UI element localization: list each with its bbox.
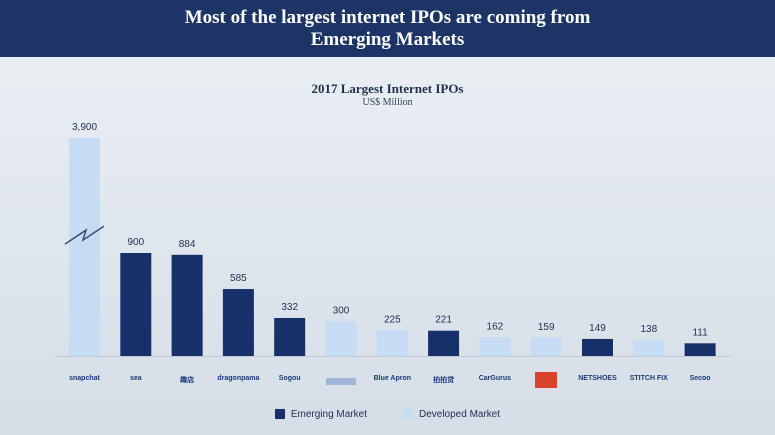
- chart-legend: Emerging Market Developed Market: [0, 407, 775, 421]
- bar-9: [530, 337, 562, 356]
- slide-header: Most of the largest internet IPOs are co…: [0, 0, 775, 57]
- bar-1: [120, 253, 152, 356]
- company-logo-12: Secoo: [689, 375, 711, 382]
- company-logo-mark-5: [326, 378, 356, 385]
- chart-subtitle: US$ Million: [362, 97, 413, 108]
- company-logo-2: 趣店: [180, 377, 195, 384]
- company-logo-5: [317, 375, 365, 387]
- value-label-10: 149: [589, 323, 606, 334]
- bar-0: [69, 138, 100, 356]
- value-label-12: 111: [692, 327, 708, 338]
- slide-title-line-1: Most of the largest internet IPOs are co…: [184, 6, 591, 28]
- value-label-11: 138: [640, 324, 657, 335]
- value-label-1: 900: [127, 237, 144, 248]
- bar-12: [684, 343, 716, 356]
- company-logo-9: [522, 372, 570, 390]
- company-logo-10: NETSHOES: [578, 375, 617, 382]
- legend-label-developed: Developed Market: [418, 408, 501, 420]
- company-logo-mark-9: [535, 372, 558, 388]
- value-label-9: 159: [538, 322, 555, 333]
- value-label-3: 585: [230, 273, 247, 284]
- chart-title: 2017 Largest Internet IPOs: [311, 81, 464, 96]
- value-label-5: 300: [333, 306, 350, 317]
- value-label-2: 884: [179, 239, 196, 250]
- company-logo-0: snapchat: [69, 375, 100, 382]
- legend-item-developed: Developed Market: [402, 407, 501, 421]
- bar-4: [274, 318, 306, 356]
- bar-7: [428, 330, 460, 356]
- bar-10: [582, 338, 613, 356]
- value-label-8: 162: [487, 321, 504, 332]
- bar-2: [171, 254, 203, 356]
- bar-5: [325, 321, 357, 356]
- value-label-6: 225: [384, 314, 401, 325]
- slide-body: [0, 57, 775, 435]
- company-logo-7: 拍拍贷: [433, 377, 455, 384]
- bar-6: [376, 330, 408, 356]
- value-label-4: 332: [281, 302, 298, 313]
- company-logo-1: sea: [129, 375, 142, 382]
- legend-label-emerging: Emerging Market: [290, 408, 367, 420]
- legend-swatch-developed: [402, 409, 413, 419]
- legend-item-emerging: Emerging Market: [274, 407, 367, 421]
- bar-3: [222, 289, 254, 356]
- bar-11: [633, 340, 665, 356]
- value-label-7: 221: [435, 315, 452, 326]
- value-label-0: 3,900: [72, 122, 97, 133]
- legend-swatch-emerging: [274, 409, 285, 419]
- axis-break-mark: [64, 225, 105, 245]
- company-logo-3: dragonpama: [217, 375, 260, 382]
- company-logo-11: STITCH FIX: [629, 375, 668, 382]
- company-logo-4: Sogou: [278, 375, 301, 382]
- company-logo-6: Blue Apron: [373, 375, 412, 382]
- slide-title-line-2: Emerging Markets: [310, 28, 465, 50]
- company-logo-8: CarGurus: [478, 375, 512, 382]
- bar-8: [479, 337, 511, 356]
